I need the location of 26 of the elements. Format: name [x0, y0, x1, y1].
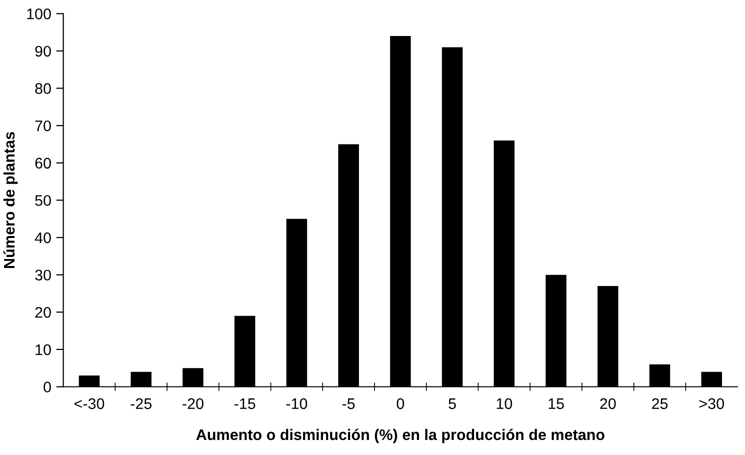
y-tick-label: 30 [35, 270, 51, 281]
x-tick-label: 20 [600, 398, 616, 410]
y-tick-label: 20 [35, 307, 51, 318]
x-tick-label: -20 [182, 398, 204, 410]
x-tick-label: -15 [234, 398, 256, 410]
y-tick-label: 0 [44, 382, 51, 392]
y-tick-label: 60 [35, 158, 51, 169]
x-tick-label: 10 [496, 398, 512, 410]
y-tick-label: 10 [36, 344, 51, 356]
x-tick-label: 0 [396, 398, 404, 410]
x-tick-label: -25 [130, 398, 152, 410]
y-tick-label: 40 [34, 232, 51, 244]
x-tick-label: 25 [652, 398, 668, 410]
x-tick-label: >30 [699, 398, 724, 410]
x-tick-label: -5 [342, 398, 355, 410]
x-tick-label: 5 [448, 398, 456, 410]
y-tick-label: 80 [35, 83, 51, 94]
y-tick-label: 90 [35, 46, 51, 57]
x-tick-label: 15 [548, 398, 564, 410]
x-tick-label: <-30 [74, 398, 104, 410]
y-tick-label: 100 [27, 8, 51, 20]
y-axis-title: Número de plantas [3, 132, 18, 268]
x-axis-title: Aumento o disminución (%) en la producción de metano [196, 428, 604, 444]
y-tick-label: 50 [35, 195, 51, 206]
x-tick-label: -10 [286, 398, 308, 410]
y-tick-label: 70 [35, 120, 51, 132]
